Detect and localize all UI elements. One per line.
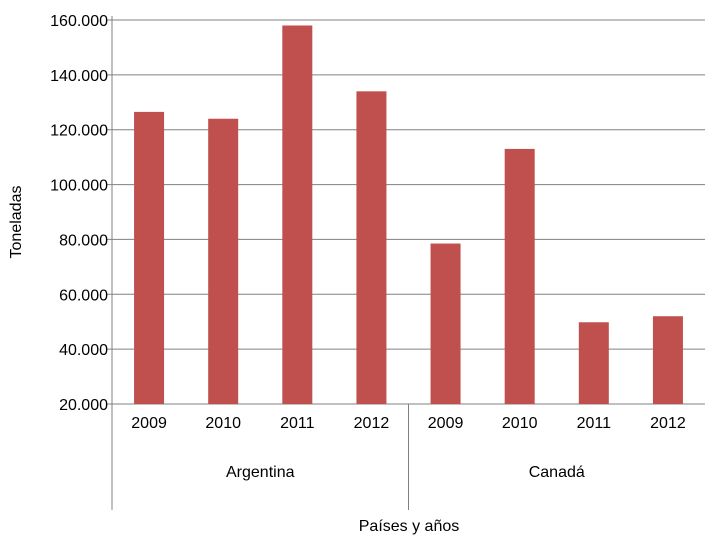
bar [430,243,461,404]
bars [134,25,683,405]
bar [504,148,535,404]
axes: 20.000 40.000 60.000 80.000 100.000 120.000 14… [50,13,686,510]
group-label: Canadá [529,464,585,481]
bar [652,316,683,404]
bar [578,322,609,404]
gridlines [106,19,705,405]
y-tick-label: 40.000 [59,342,108,359]
bar [134,111,165,404]
y-tick-label: 100.000 [50,178,108,195]
x-tick-label: 2012 [354,415,390,432]
bar [282,25,313,404]
y-tick-label: 140.000 [50,68,108,85]
x-axis-title: Países y años [359,518,460,535]
x-tick-label: 2009 [131,415,167,432]
y-tick-label: 80.000 [59,232,108,249]
x-tick-label: 2011 [577,415,612,432]
x-tick-label: 2010 [205,415,241,432]
bar [356,91,387,405]
bar [208,118,239,404]
x-tick-label: 2012 [650,415,686,432]
y-tick-label: 60.000 [59,287,108,304]
y-tick-label: 20.000 [59,397,108,414]
group-label: Argentina [226,464,295,481]
y-tick-label: 160.000 [50,13,108,30]
y-tick-label: 120.000 [50,123,108,140]
x-tick-label: 2011 [280,415,315,432]
x-tick-label: 2010 [502,415,538,432]
x-tick-label: 2009 [428,415,464,432]
y-axis-title: Toneladas [8,186,25,259]
